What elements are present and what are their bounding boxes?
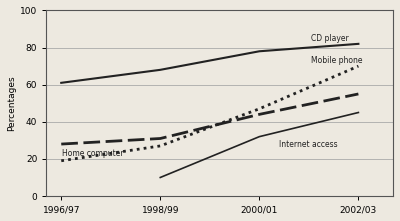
Text: Home computer: Home computer [62, 149, 124, 158]
Text: Mobile phone: Mobile phone [311, 56, 362, 65]
Text: Internet access: Internet access [279, 140, 338, 149]
Y-axis label: Percentages: Percentages [7, 75, 16, 131]
Text: CD player: CD player [311, 34, 348, 43]
